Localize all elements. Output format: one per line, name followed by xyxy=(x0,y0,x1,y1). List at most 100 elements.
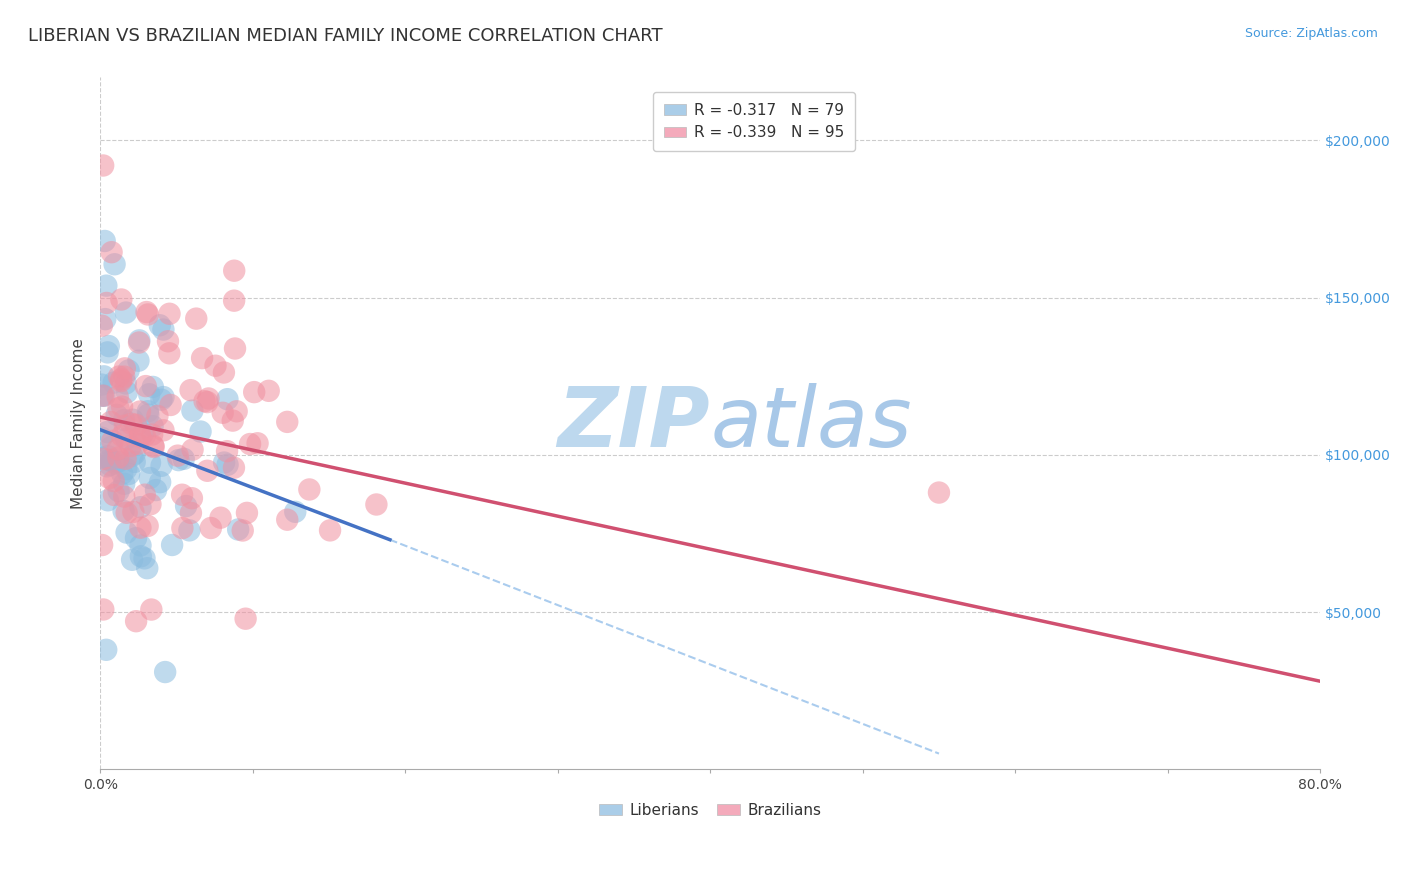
Point xyxy=(91,538,114,552)
Point xyxy=(172,488,194,502)
Point xyxy=(145,483,167,497)
Point xyxy=(298,483,321,497)
Point xyxy=(153,665,176,679)
Point xyxy=(117,363,139,377)
Point xyxy=(224,293,246,308)
Point xyxy=(142,419,165,434)
Point xyxy=(136,404,159,418)
Point xyxy=(98,453,121,467)
Point xyxy=(226,523,249,537)
Legend: Liberians, Brazilians: Liberians, Brazilians xyxy=(592,797,828,824)
Point xyxy=(319,524,342,538)
Point xyxy=(107,390,129,404)
Point xyxy=(96,459,118,474)
Point xyxy=(172,521,194,535)
Point xyxy=(125,531,148,545)
Point xyxy=(239,437,262,451)
Point xyxy=(136,519,159,533)
Point xyxy=(121,413,143,427)
Point xyxy=(174,499,197,513)
Point xyxy=(114,361,136,376)
Point xyxy=(195,464,218,478)
Point xyxy=(107,484,129,499)
Point xyxy=(159,307,181,321)
Point xyxy=(129,430,152,444)
Point xyxy=(100,415,122,429)
Point xyxy=(120,439,142,453)
Point xyxy=(194,394,217,409)
Point xyxy=(112,476,135,491)
Point xyxy=(112,369,135,384)
Point xyxy=(91,389,114,403)
Point xyxy=(139,497,162,511)
Point xyxy=(235,612,257,626)
Point xyxy=(366,498,388,512)
Point xyxy=(160,538,183,552)
Point xyxy=(97,449,120,463)
Point xyxy=(93,234,115,248)
Point xyxy=(146,409,169,423)
Point xyxy=(111,429,134,443)
Point xyxy=(118,467,141,481)
Point xyxy=(132,426,155,441)
Point xyxy=(200,521,222,535)
Point xyxy=(152,423,174,437)
Point xyxy=(209,510,232,524)
Point xyxy=(115,305,138,319)
Point xyxy=(110,374,132,388)
Point xyxy=(142,440,165,454)
Point xyxy=(115,506,138,520)
Point xyxy=(91,159,114,173)
Point xyxy=(179,524,201,538)
Point xyxy=(180,491,202,506)
Point xyxy=(150,458,173,473)
Point xyxy=(115,385,138,400)
Point xyxy=(100,245,122,260)
Point xyxy=(134,488,156,502)
Point xyxy=(90,431,112,445)
Point xyxy=(129,500,152,515)
Point xyxy=(204,359,226,373)
Point xyxy=(129,538,152,552)
Point xyxy=(121,553,143,567)
Point xyxy=(232,524,254,538)
Point xyxy=(129,521,152,535)
Point xyxy=(180,383,202,397)
Point xyxy=(928,485,950,500)
Point xyxy=(115,462,138,476)
Point xyxy=(222,460,245,475)
Point xyxy=(276,415,298,429)
Point xyxy=(136,408,159,422)
Point xyxy=(181,403,204,417)
Point xyxy=(224,263,246,277)
Point xyxy=(134,428,156,442)
Point xyxy=(217,458,239,472)
Point xyxy=(103,257,125,271)
Point xyxy=(159,398,181,412)
Point xyxy=(276,513,298,527)
Point xyxy=(93,389,115,403)
Point xyxy=(103,488,125,502)
Point xyxy=(103,474,125,488)
Point xyxy=(127,353,149,368)
Point xyxy=(125,614,148,628)
Point xyxy=(120,417,142,431)
Point xyxy=(142,380,165,394)
Point xyxy=(211,406,233,420)
Point xyxy=(107,450,129,465)
Point xyxy=(141,602,163,616)
Point xyxy=(107,442,129,457)
Point xyxy=(129,404,152,418)
Point xyxy=(129,428,152,442)
Point xyxy=(134,551,156,566)
Point xyxy=(217,392,239,407)
Point xyxy=(127,437,149,451)
Point xyxy=(150,392,173,407)
Point xyxy=(93,369,115,384)
Point xyxy=(97,345,120,359)
Point xyxy=(186,311,208,326)
Point xyxy=(222,414,245,428)
Point xyxy=(152,322,174,336)
Point xyxy=(97,339,120,353)
Point xyxy=(114,418,136,433)
